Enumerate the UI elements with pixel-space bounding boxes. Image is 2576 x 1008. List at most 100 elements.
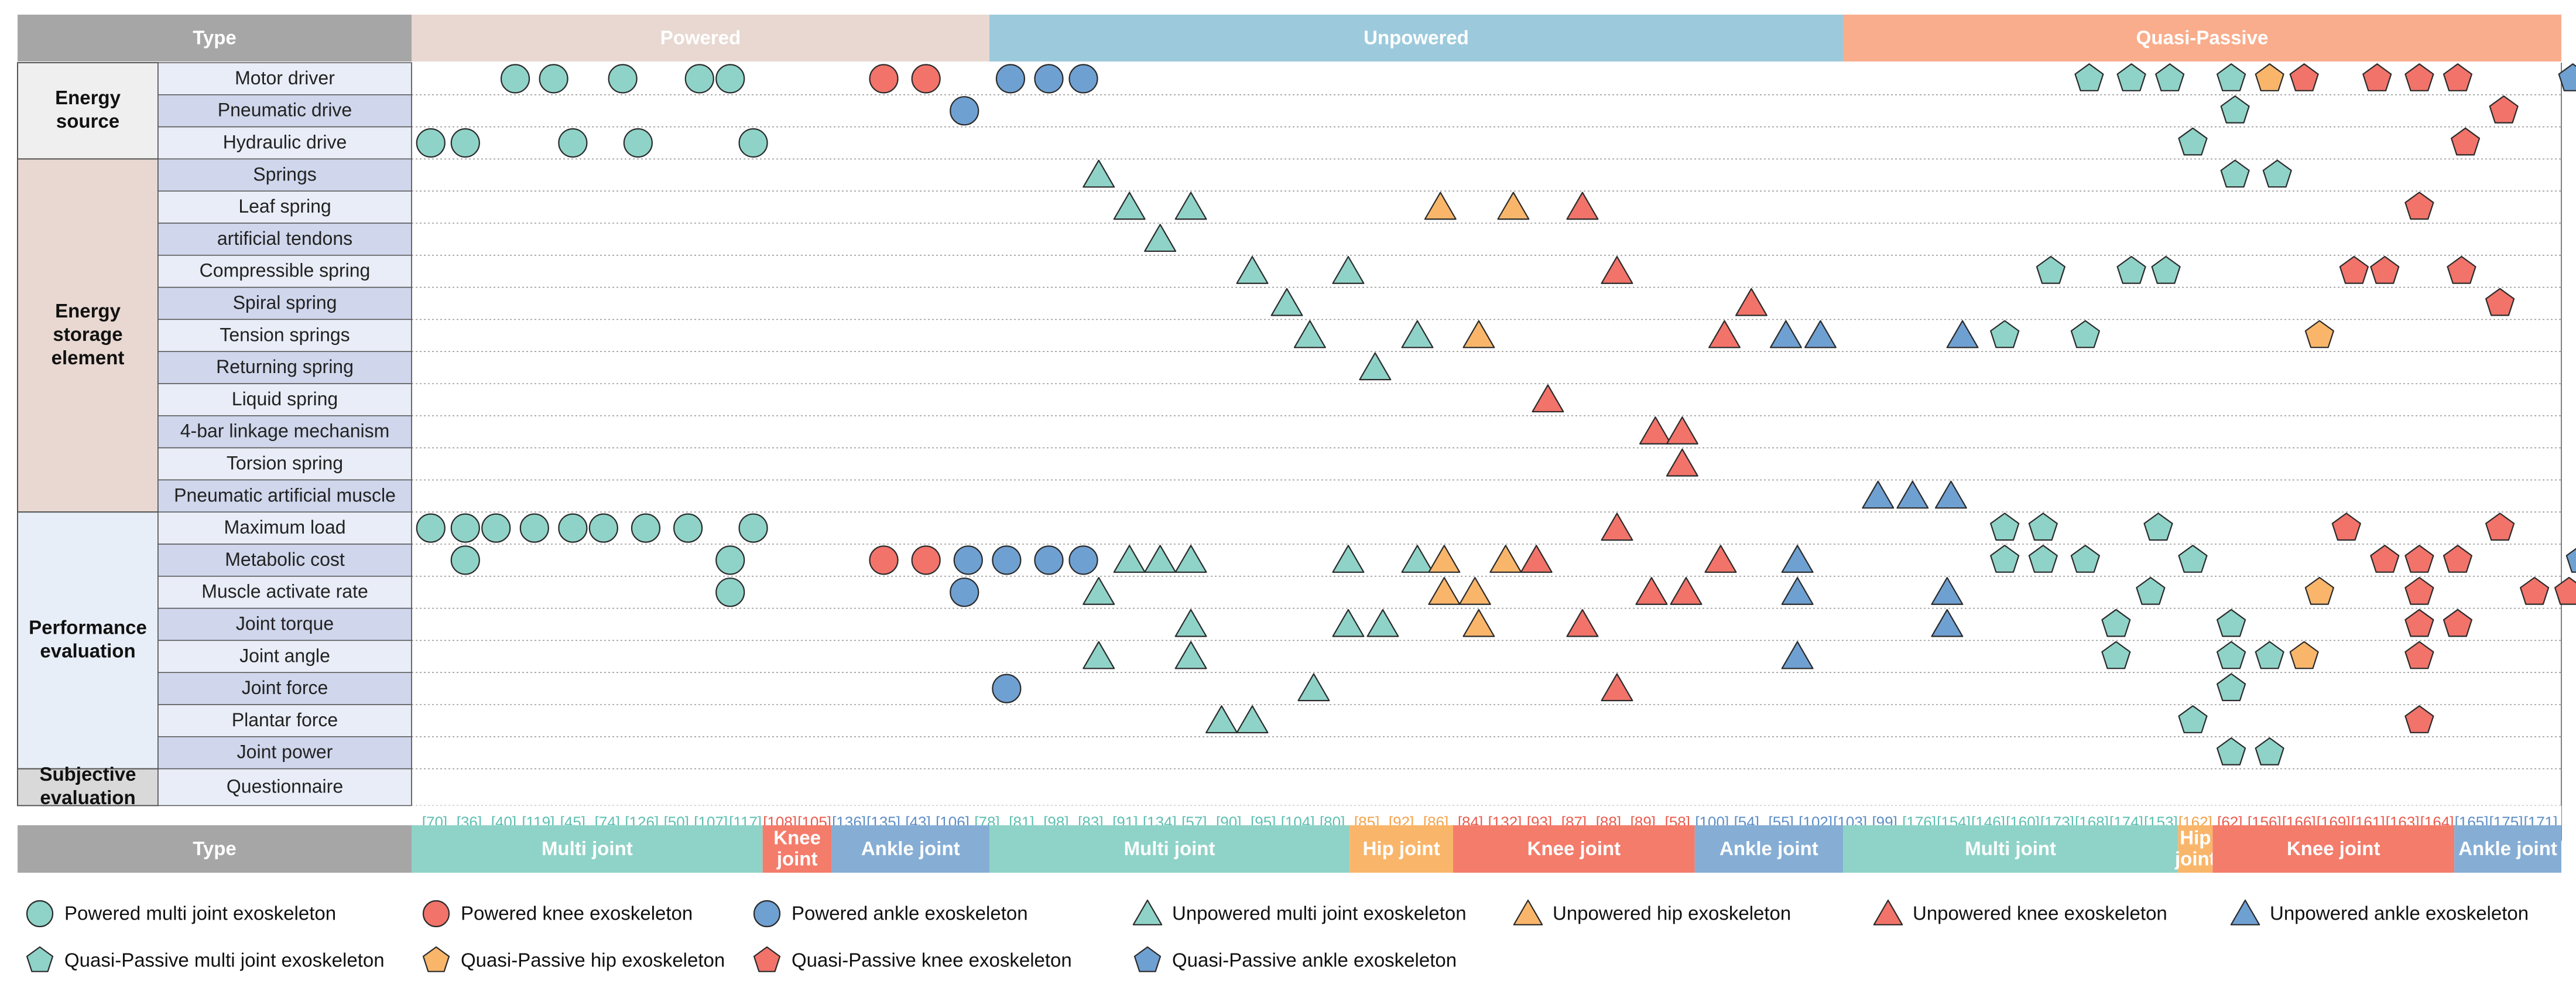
triangle-ankle-mark — [1781, 577, 1814, 605]
pentagon-knee-mark — [2370, 545, 2400, 573]
row-label: Joint torque — [236, 613, 334, 634]
pentagon-ankle-mark — [2558, 63, 2576, 91]
row-label: artificial tendons — [217, 228, 352, 249]
pentagon-multi-mark — [2178, 705, 2208, 733]
subtype-band-knee — [2212, 825, 2455, 873]
pentagon-multi-mark — [2217, 737, 2246, 766]
group-label: Subjective evaluation — [39, 763, 136, 808]
row-label: Maximum load — [224, 517, 345, 538]
circle-knee-mark — [869, 64, 899, 94]
group-label: Energy source — [55, 87, 121, 132]
pentagon-knee-mark — [2489, 95, 2519, 124]
triangle-knee-mark — [1735, 288, 1767, 316]
pentagon-knee-mark — [2404, 705, 2434, 733]
subtype-label: Multi joint — [1124, 838, 1215, 859]
triangle-hip-mark — [1489, 545, 1522, 573]
type-header-row: Type Powered Unpowered Quasi-Passive — [18, 15, 2561, 61]
subtype-label: Ankle joint — [861, 838, 960, 859]
pentagon-knee-mark — [2362, 63, 2392, 91]
triangle-multi-mark — [1332, 609, 1365, 637]
type-band-label: Powered — [660, 27, 741, 49]
triangle-multi-mark — [1401, 545, 1434, 573]
pentagon-multi-mark — [2036, 255, 2065, 284]
legend-label: Quasi-Passive knee exoskeleton — [792, 949, 1072, 971]
triangle-multi-mark — [1332, 545, 1365, 573]
pentagon-multi-mark — [1990, 320, 2020, 348]
pentagon-multi-mark — [2217, 609, 2246, 637]
type-band-label: Quasi-Passive — [2136, 27, 2269, 49]
pentagon-multi-mark — [2101, 641, 2131, 669]
legend-swatch-circle-knee — [422, 900, 450, 928]
circle-multi-mark — [673, 513, 703, 543]
legend-label: Powered ankle exoskeleton — [792, 903, 1028, 924]
triangle-multi-mark — [1359, 352, 1392, 381]
circle-multi-mark — [608, 64, 638, 94]
circle-multi-mark — [539, 64, 568, 94]
pentagon-knee-mark — [2451, 127, 2481, 156]
pentagon-hip-mark — [2289, 641, 2319, 669]
circle-ankle-mark — [1068, 64, 1098, 94]
circle-knee-mark — [869, 545, 899, 575]
pentagon-multi-mark — [2178, 545, 2208, 573]
row-label: Metabolic cost — [225, 549, 345, 570]
circle-ankle-mark — [950, 96, 979, 126]
pentagon-knee-mark — [2443, 609, 2472, 637]
triangle-knee-mark — [1532, 384, 1564, 413]
triangle-knee-mark — [1666, 416, 1698, 445]
triangle-multi-mark — [1205, 705, 1238, 734]
circle-ankle-mark — [1034, 64, 1064, 94]
legend-swatch-circle-ankle — [753, 900, 781, 928]
subtype-header-label: Type — [193, 838, 237, 859]
row-label-cell — [157, 607, 412, 641]
type-band-powered — [412, 15, 989, 61]
row-label: Tension springs — [220, 324, 350, 345]
subtype-label: Knee joint — [2287, 838, 2380, 859]
row-label-cell — [157, 62, 412, 95]
triangle-multi-mark — [1083, 159, 1115, 188]
pentagon-knee-mark — [2339, 255, 2369, 284]
row-label-cell — [157, 544, 412, 577]
triangle-hip-mark — [1458, 577, 1491, 605]
triangle-knee-mark — [1670, 577, 1703, 605]
legend: Powered multi joint exoskeleton Powered k… — [26, 899, 2529, 972]
row-label: Questionnaire — [227, 775, 343, 797]
row-label: Springs — [253, 163, 317, 184]
row-label-cell — [157, 223, 412, 256]
triangle-multi-mark — [1366, 609, 1399, 637]
triangle-knee-mark — [1566, 192, 1599, 220]
pentagon-knee-mark — [2404, 63, 2434, 91]
row-label: Compressible spring — [200, 260, 371, 281]
pentagon-knee-mark — [2443, 63, 2472, 91]
row-label-cell — [157, 351, 412, 384]
pentagon-multi-mark — [2255, 641, 2284, 669]
legend-label: Quasi-Passive ankle exoskeleton — [1172, 949, 1457, 971]
legend-label: Unpowered ankle exoskeleton — [2270, 903, 2529, 924]
row-label: Joint force — [242, 677, 328, 698]
group-cell — [17, 768, 159, 807]
pentagon-hip-mark — [2255, 63, 2284, 91]
row-label: Pneumatic drive — [218, 100, 352, 121]
triangle-multi-mark — [1270, 288, 1303, 316]
row-label: Joint angle — [239, 645, 330, 666]
triangle-knee-mark — [1708, 320, 1741, 348]
subtype-band-knee — [1453, 825, 1695, 873]
group-cell — [17, 62, 159, 160]
circle-multi-mark — [738, 513, 768, 543]
circle-multi-mark — [500, 64, 530, 94]
legend-swatch-pentagon-ankle — [1133, 946, 1162, 972]
circle-ankle-mark — [995, 64, 1026, 94]
pentagon-knee-mark — [2404, 192, 2434, 220]
triangle-knee-mark — [1601, 512, 1633, 541]
row-label: Hydraulic drive — [223, 131, 347, 152]
circle-multi-mark — [450, 513, 480, 543]
triangle-hip-mark — [1497, 192, 1530, 220]
subtype-band-ankle — [831, 825, 989, 873]
triangle-multi-mark — [1174, 545, 1207, 573]
triangle-multi-mark — [1113, 545, 1146, 573]
legend-swatch-pentagon-multi — [26, 946, 54, 972]
triangle-knee-mark — [1601, 256, 1633, 284]
row-label-cell — [157, 158, 412, 192]
triangle-multi-mark — [1174, 641, 1207, 669]
triangle-multi-mark — [1083, 641, 1115, 669]
subtype-band-hip — [2178, 825, 2213, 873]
